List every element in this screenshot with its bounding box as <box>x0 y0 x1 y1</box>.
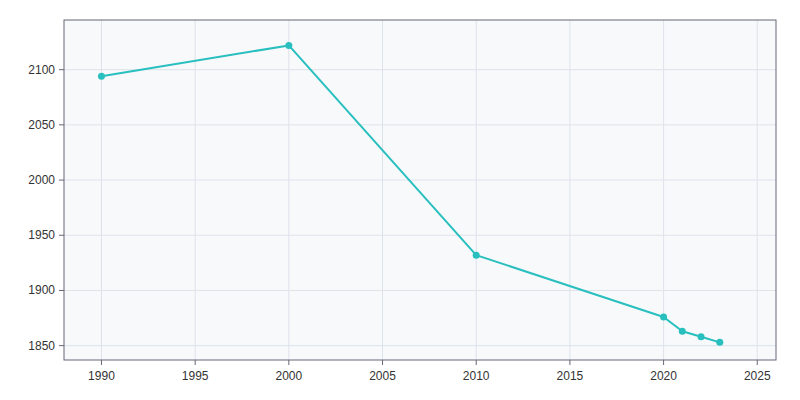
grid-line-x <box>663 20 664 360</box>
point <box>698 333 705 340</box>
tick-y <box>59 345 64 346</box>
tick-x <box>195 360 196 365</box>
tick-x <box>569 360 570 365</box>
tick-label-y: 1850 <box>28 339 55 353</box>
point <box>679 328 686 335</box>
tick-label-x: 2025 <box>744 369 771 383</box>
grid-line-y <box>64 180 776 181</box>
grid-line-x <box>288 20 289 360</box>
tick-x <box>101 360 102 365</box>
point <box>285 42 292 49</box>
tick-y <box>59 124 64 125</box>
tick-y <box>59 180 64 181</box>
grid-line-x <box>195 20 196 360</box>
grid-line-y <box>64 345 776 346</box>
tick-x <box>476 360 477 365</box>
marks <box>98 42 723 346</box>
tick-label-y: 1900 <box>28 283 55 297</box>
grid-line-x <box>757 20 758 360</box>
tick-label-x: 2015 <box>557 369 584 383</box>
plot-frame <box>64 20 776 360</box>
axes: 1990 1995 2000 2005 2010 2015 2020 2025 1850 1900… <box>28 63 771 383</box>
tick-label-x: 1995 <box>182 369 209 383</box>
grid-line-x <box>569 20 570 360</box>
tick-x <box>382 360 383 365</box>
grid-line-x <box>476 20 477 360</box>
point <box>473 252 480 259</box>
tick-label-y: 2050 <box>28 118 55 132</box>
tick-label-x: 2000 <box>275 369 302 383</box>
chart-container: 1990 1995 2000 2005 2010 2015 2020 2025 1850 1900… <box>0 0 800 400</box>
grid-line-y <box>64 69 776 70</box>
tick-label-x: 1990 <box>88 369 115 383</box>
tick-x <box>663 360 664 365</box>
tick-label-y: 2000 <box>28 173 55 187</box>
tick-label-x: 2010 <box>463 369 490 383</box>
line <box>101 45 719 342</box>
point <box>660 313 667 320</box>
tick-label-y: 1950 <box>28 228 55 242</box>
tick-y <box>59 290 64 291</box>
chart: 1990 1995 2000 2005 2010 2015 2020 2025 1850 1900… <box>0 0 800 400</box>
point <box>98 73 105 80</box>
tick-label-y: 2100 <box>28 63 55 77</box>
point <box>716 339 723 346</box>
grid-line-y <box>64 235 776 236</box>
grid-line-y <box>64 290 776 291</box>
tick-x <box>288 360 289 365</box>
tick-label-x: 2020 <box>650 369 677 383</box>
tick-x <box>757 360 758 365</box>
tick-y <box>59 69 64 70</box>
grid <box>64 20 776 360</box>
grid-line-y <box>64 124 776 125</box>
plot-background <box>64 20 776 360</box>
grid-line-x <box>101 20 102 360</box>
grid-line-x <box>382 20 383 360</box>
tick-y <box>59 235 64 236</box>
tick-label-x: 2005 <box>369 369 396 383</box>
